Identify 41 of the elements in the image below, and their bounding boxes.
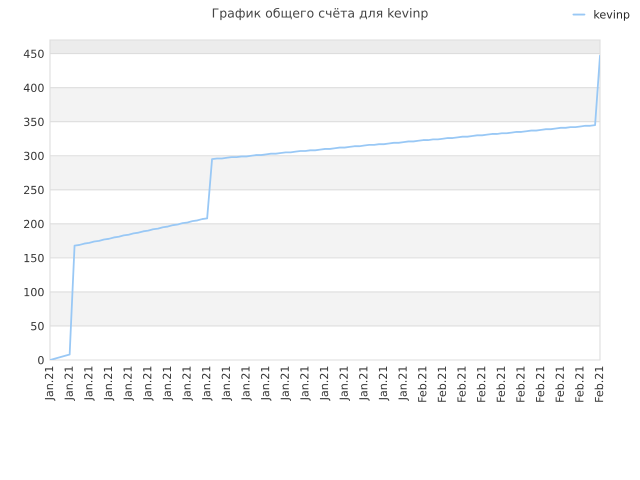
y-tick-label: 300: [24, 152, 44, 160]
x-tick-label: Jan.21: [300, 366, 311, 401]
x-tick-label: Jan.21: [241, 366, 252, 401]
x-tick-label: Feb.21: [536, 366, 544, 402]
x-tick-label: Jan.21: [143, 366, 154, 401]
x-tick-label: Jan.21: [44, 366, 56, 401]
x-tick-label: Jan.21: [64, 366, 75, 401]
x-tick-label: Jan.21: [359, 366, 370, 401]
x-tick-label: Feb.21: [555, 366, 564, 402]
y-tick-label: 350: [24, 118, 44, 126]
y-tick-label: 450: [24, 50, 44, 58]
x-tick-label: Feb.21: [457, 366, 466, 402]
x-tick-label: Jan.21: [182, 366, 193, 401]
x-tick-label: Jan.21: [84, 366, 95, 401]
y-tick-label: 100: [24, 288, 44, 296]
x-tick-label: Jan.21: [104, 366, 114, 401]
x-tick-label: Feb.21: [437, 366, 446, 402]
y-tick-label: 200: [24, 220, 44, 228]
x-tick-label: Jan.21: [260, 366, 272, 401]
x-tick-label: Jan.21: [378, 366, 390, 401]
y-tick-label: 150: [24, 254, 44, 262]
x-tick-label: Feb.21: [574, 366, 584, 402]
legend-label: kevinp: [594, 10, 630, 21]
x-tick-label: Jan.21: [202, 366, 212, 401]
x-tick-label: Jan.21: [398, 366, 409, 401]
x-tick-label: Feb.21: [496, 366, 506, 402]
y-tick-label: 50: [31, 322, 44, 330]
x-tick-label: Feb.21: [516, 366, 525, 402]
x-tick-label: Jan.21: [320, 366, 330, 401]
y-tick-label: 400: [24, 84, 44, 92]
x-tick-label: Jan.21: [123, 366, 134, 401]
y-tick-label: 250: [24, 186, 44, 194]
y-tick-label: 0: [38, 356, 44, 364]
x-tick-label: Jan.21: [280, 366, 292, 401]
chart-title: График общего счёта для kevinp: [212, 8, 428, 20]
x-tick-label: Feb.21: [418, 366, 426, 402]
x-tick-label: Feb.21: [476, 366, 486, 402]
x-tick-label: Jan.21: [339, 366, 350, 401]
x-tick-label: Jan.21: [222, 366, 232, 401]
x-tick-label: Jan.21: [162, 366, 174, 401]
x-tick-label: Feb.21: [594, 366, 604, 402]
